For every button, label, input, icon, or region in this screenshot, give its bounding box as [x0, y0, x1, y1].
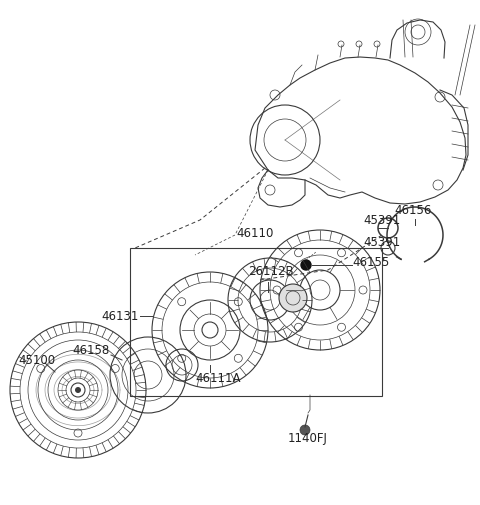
Text: 46110: 46110: [236, 227, 274, 240]
Text: 46155: 46155: [352, 256, 389, 269]
Circle shape: [75, 387, 81, 393]
Bar: [130, 248, 382, 396]
Text: 45391: 45391: [363, 235, 400, 248]
Text: 46111A: 46111A: [195, 372, 240, 385]
Text: 45100: 45100: [18, 354, 55, 367]
Text: 26112B: 26112B: [248, 265, 294, 278]
Text: 1140FJ: 1140FJ: [288, 432, 328, 445]
Circle shape: [301, 260, 311, 270]
Text: 46156: 46156: [394, 204, 432, 217]
Text: 46131: 46131: [102, 310, 139, 323]
Text: 46158: 46158: [73, 343, 110, 357]
Circle shape: [279, 284, 307, 312]
Circle shape: [300, 425, 310, 435]
Text: 45391: 45391: [363, 215, 400, 227]
